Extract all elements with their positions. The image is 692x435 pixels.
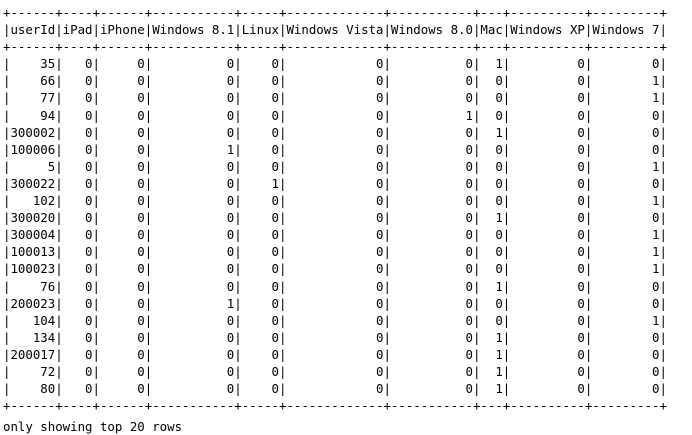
table-row: |300020| 0| 0| 0| 0| 0| 0| 1| 0| 0|	[3, 210, 667, 226]
table-row: |100023| 0| 0| 0| 0| 0| 0| 0| 0| 1|	[3, 261, 667, 277]
table-border-top: +------+----+------+-----------+-----+--…	[3, 5, 667, 20]
console-output: +------+----+------+-----------+-----+--…	[3, 4, 667, 435]
table-row: |100006| 0| 0| 1| 0| 0| 0| 0| 0| 0|	[3, 141, 667, 157]
table-border-bottom: +------+----+------+-----------+-----+--…	[3, 398, 667, 414]
table-row: |100013| 0| 0| 0| 0| 0| 0| 0| 0| 1|	[3, 244, 667, 260]
table-row: | 5| 0| 0| 0| 0| 0| 0| 0| 0| 1|	[3, 158, 667, 174]
table-row: |200017| 0| 0| 0| 0| 0| 0| 1| 0| 0|	[3, 346, 667, 362]
table-row: |300004| 0| 0| 0| 0| 0| 0| 0| 0| 1|	[3, 227, 667, 243]
truncation-notice: only showing top 20 rows	[3, 419, 183, 435]
table-row: | 77| 0| 0| 0| 0| 0| 0| 0| 0| 1|	[3, 90, 667, 106]
table-row: | 104| 0| 0| 0| 0| 0| 0| 0| 0| 1|	[3, 312, 667, 328]
table-row: | 35| 0| 0| 0| 0| 0| 0| 1| 0| 0|	[3, 56, 667, 72]
table-body: | 35| 0| 0| 0| 0| 0| 0| 1| 0| 0| | 66| 0|…	[3, 55, 667, 397]
table-row: | 80| 0| 0| 0| 0| 0| 0| 1| 0| 0|	[3, 381, 667, 397]
table-row: |300022| 0| 0| 0| 1| 0| 0| 0| 0| 0|	[3, 175, 667, 191]
table-row: | 102| 0| 0| 0| 0| 0| 0| 0| 0| 1|	[3, 193, 667, 209]
table-row: |300002| 0| 0| 0| 0| 0| 0| 1| 0| 0|	[3, 124, 667, 140]
table-header-separator: +------+----+------+-----------+-----+--…	[3, 39, 667, 55]
table-row: | 66| 0| 0| 0| 0| 0| 0| 0| 0| 1|	[3, 73, 667, 89]
table-row: | 134| 0| 0| 0| 0| 0| 0| 1| 0| 0|	[3, 329, 667, 345]
table-row: | 94| 0| 0| 0| 0| 0| 1| 0| 0| 0|	[3, 107, 667, 123]
table-row: | 76| 0| 0| 0| 0| 0| 0| 1| 0| 0|	[3, 278, 667, 294]
table-row: |200023| 0| 0| 1| 0| 0| 0| 0| 0| 0|	[3, 295, 667, 311]
table-header-row: |userId|iPad|iPhone|Windows 8.1|Linux|Wi…	[3, 22, 667, 38]
table-row: | 72| 0| 0| 0| 0| 0| 0| 1| 0| 0|	[3, 363, 667, 379]
